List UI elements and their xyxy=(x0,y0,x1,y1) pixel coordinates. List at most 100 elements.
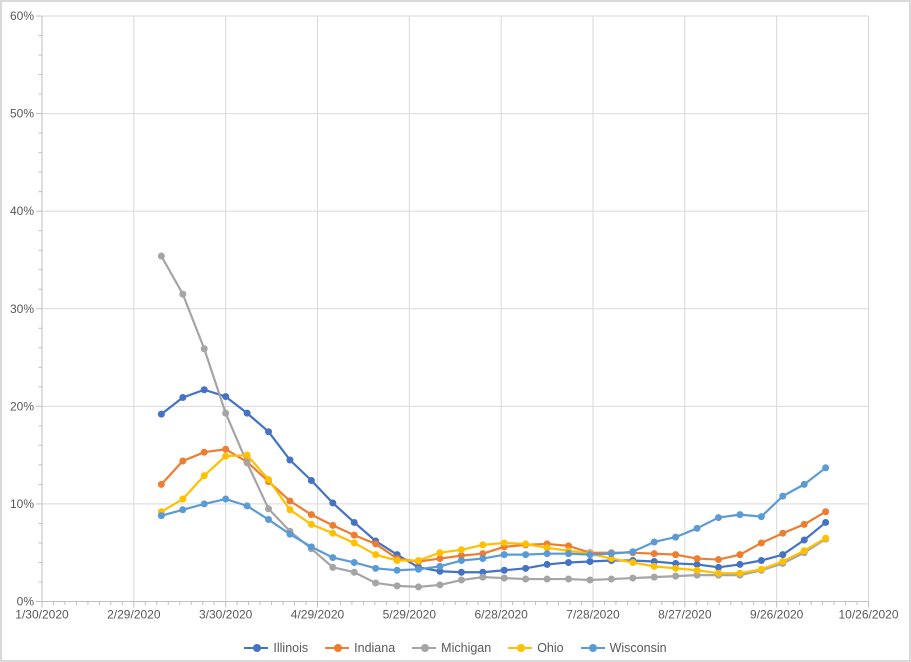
indiana-data-point xyxy=(779,529,787,537)
y-axis-tick-label: 50% xyxy=(10,107,34,121)
illinois-series-line xyxy=(160,388,827,574)
legend-line-dot-icon xyxy=(412,644,437,653)
wisconsin-data-point xyxy=(265,516,273,524)
michigan-data-point xyxy=(693,571,701,579)
illinois-data-point xyxy=(650,557,658,565)
illinois-data-point xyxy=(457,568,465,576)
wisconsin-data-point xyxy=(822,464,830,472)
wisconsin-data-point xyxy=(779,492,787,500)
x-axis-tick-label: 7/28/2020 xyxy=(566,608,620,622)
legend-item-illinois: Illinois xyxy=(244,642,308,655)
michigan-data-point xyxy=(436,581,444,589)
wisconsin-data-point xyxy=(222,495,230,503)
wisconsin-data-point xyxy=(350,558,358,566)
ohio-data-point xyxy=(436,549,444,557)
legend-label: Indiana xyxy=(354,640,396,655)
ohio-data-point xyxy=(672,564,680,572)
y-axis-tick-label: 30% xyxy=(10,302,34,316)
indiana-data-point xyxy=(672,551,680,559)
y-axis-tick-label: 20% xyxy=(10,399,34,413)
ohio-data-point xyxy=(522,540,530,548)
michigan-data-point xyxy=(200,345,208,353)
legend-line-dot-icon xyxy=(325,644,350,653)
indiana-data-point xyxy=(329,521,337,529)
ohio-data-point xyxy=(200,472,208,480)
x-axis-tick-label: 5/29/2020 xyxy=(383,608,437,622)
michigan-data-point xyxy=(457,576,465,584)
ohio-data-point xyxy=(693,566,701,574)
ohio-data-point xyxy=(479,541,487,549)
wisconsin-data-point xyxy=(500,551,508,559)
michigan-data-point xyxy=(650,573,658,581)
indiana-data-point xyxy=(157,480,165,488)
indiana-data-point xyxy=(179,457,187,465)
michigan-series-line xyxy=(160,254,827,588)
wisconsin-data-point xyxy=(329,554,337,562)
wisconsin-data-point xyxy=(286,530,294,538)
x-axis-tick-label: 2/29/2020 xyxy=(107,608,161,622)
illinois-data-point xyxy=(157,410,165,418)
indiana-data-point xyxy=(757,539,765,547)
michigan-data-point xyxy=(565,575,573,583)
illinois-data-point xyxy=(736,560,744,568)
michigan-data-point xyxy=(393,582,401,590)
wisconsin-data-point xyxy=(307,543,315,551)
indiana-data-point xyxy=(650,550,658,558)
ohio-data-point xyxy=(629,558,637,566)
indiana-data-point xyxy=(307,511,315,519)
wisconsin-data-point xyxy=(157,512,165,520)
wisconsin-data-point xyxy=(372,564,380,572)
ohio-data-point xyxy=(543,544,551,552)
illinois-data-point xyxy=(307,476,315,484)
ohio-data-point xyxy=(457,546,465,554)
wisconsin-data-point xyxy=(522,551,530,559)
ohio-data-point xyxy=(757,565,765,573)
michigan-data-point xyxy=(607,575,615,583)
illinois-data-point xyxy=(565,558,573,566)
ohio-series-line xyxy=(160,454,827,575)
michigan-data-point xyxy=(350,568,358,576)
indiana-data-point xyxy=(286,497,294,505)
legend-line-dot-icon xyxy=(508,644,533,653)
michigan-data-point xyxy=(372,579,380,587)
ohio-data-point xyxy=(500,539,508,547)
illinois-data-point xyxy=(779,551,787,559)
michigan-data-point xyxy=(629,574,637,582)
indiana-data-point xyxy=(479,550,487,558)
legend-label: Wisconsin xyxy=(609,640,667,655)
wisconsin-data-point xyxy=(543,550,551,558)
indiana-data-point xyxy=(350,531,358,539)
illinois-data-point xyxy=(543,560,551,568)
legend-line-dot-icon xyxy=(244,644,269,653)
michigan-data-point xyxy=(586,576,594,584)
illinois-data-point xyxy=(350,518,358,526)
michigan-data-point xyxy=(672,572,680,580)
ohio-data-point xyxy=(650,562,658,570)
illinois-data-point xyxy=(693,560,701,568)
indiana-data-point xyxy=(693,555,701,563)
illinois-data-point xyxy=(757,557,765,565)
ohio-data-point xyxy=(372,551,380,559)
ohio-data-point xyxy=(715,569,723,577)
ohio-data-point xyxy=(736,569,744,577)
x-axis-tick-label: 6/28/2020 xyxy=(474,608,528,622)
ohio-data-point xyxy=(607,555,615,563)
ohio-data-point xyxy=(265,476,273,484)
wisconsin-data-point xyxy=(800,480,808,488)
illinois-data-point xyxy=(265,428,273,436)
wisconsin-data-point xyxy=(693,524,701,532)
illinois-data-point xyxy=(200,386,208,394)
illinois-data-point xyxy=(672,559,680,567)
wisconsin-data-point xyxy=(650,538,658,546)
illinois-data-point xyxy=(329,499,337,507)
ohio-data-point xyxy=(179,495,187,503)
legend-item-ohio: Ohio xyxy=(508,642,564,655)
y-axis-tick-label: 0% xyxy=(17,595,35,609)
illinois-data-point xyxy=(243,409,251,417)
michigan-data-point xyxy=(415,583,423,591)
indiana-data-point xyxy=(822,508,830,516)
y-axis-tick-label: 40% xyxy=(10,204,34,218)
x-axis-tick-label: 9/26/2020 xyxy=(750,608,804,622)
wisconsin-data-point xyxy=(243,502,251,510)
